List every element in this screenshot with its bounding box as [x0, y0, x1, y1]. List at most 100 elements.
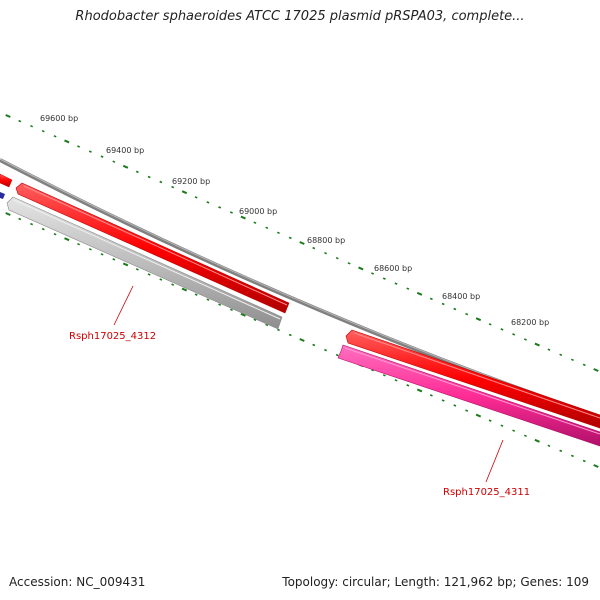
- minor-tick: [77, 242, 81, 246]
- minor-tick: [312, 246, 316, 250]
- minor-tick: [465, 409, 469, 412]
- plasmid-backbone: [0, 158, 600, 419]
- minor-tick: [288, 333, 292, 337]
- scale-label: 68200 bp: [511, 318, 549, 327]
- minor-tick: [171, 283, 175, 286]
- minor-tick: [159, 180, 163, 184]
- gene-label-leader: [113, 285, 134, 326]
- major-tick: [122, 164, 129, 169]
- minor-tick: [265, 226, 269, 230]
- minor-tick: [229, 211, 233, 214]
- minor-tick: [77, 145, 81, 148]
- scale-label: 69200 bp: [172, 177, 210, 186]
- major-tick: [475, 413, 482, 418]
- major-tick: [181, 287, 188, 292]
- minor-tick: [276, 328, 280, 332]
- minor-tick: [312, 343, 316, 347]
- accession-text: Accession: NC_009431: [9, 575, 146, 589]
- major-tick: [5, 212, 11, 216]
- minor-tick: [382, 277, 386, 280]
- minor-tick: [100, 155, 104, 158]
- outer-scale-ticks: [5, 114, 599, 372]
- scale-label: 69000 bp: [239, 207, 277, 216]
- minor-tick: [324, 251, 328, 255]
- minor-tick: [512, 333, 516, 336]
- minor-tick: [171, 185, 175, 189]
- major-tick: [240, 215, 246, 220]
- major-tick: [181, 190, 188, 195]
- minor-tick: [371, 272, 375, 275]
- gene-rsph17025-4311[interactable]: [337, 344, 600, 447]
- scale-label: 69600 bp: [40, 114, 78, 123]
- major-tick: [64, 139, 70, 144]
- minor-tick: [194, 196, 198, 199]
- minor-tick: [347, 262, 351, 265]
- minor-tick: [147, 175, 151, 179]
- minor-tick: [465, 312, 469, 316]
- minor-tick: [335, 256, 339, 260]
- minor-tick: [559, 353, 563, 357]
- minor-tick: [429, 394, 433, 397]
- gene-label-rsph17025-4312[interactable]: Rsph17025_4312: [69, 331, 156, 342]
- major-tick: [5, 114, 11, 118]
- minor-tick: [18, 119, 22, 123]
- minor-tick: [382, 374, 386, 377]
- gene-label-rsph17025-4311[interactable]: Rsph17025_4311: [443, 487, 530, 498]
- minor-tick: [100, 253, 104, 256]
- minor-tick: [41, 227, 45, 231]
- major-tick: [358, 266, 364, 271]
- minor-tick: [30, 124, 34, 128]
- scale-label: 69400 bp: [106, 146, 144, 155]
- minor-tick: [523, 434, 527, 438]
- minor-tick: [112, 160, 116, 163]
- minor-tick: [288, 236, 292, 240]
- minor-tick: [159, 278, 163, 281]
- minor-tick: [547, 444, 551, 448]
- minor-tick: [394, 379, 398, 382]
- gene-rsph17025-4312[interactable]: [6, 196, 283, 330]
- minor-tick: [30, 222, 34, 226]
- minor-tick: [206, 298, 210, 301]
- major-tick: [534, 438, 540, 443]
- minor-tick: [324, 348, 328, 352]
- minor-tick: [570, 358, 574, 362]
- major-tick: [593, 368, 599, 372]
- minor-tick: [194, 293, 198, 296]
- genome-summary-text: Topology: circular; Length: 121,962 bp; …: [282, 575, 589, 589]
- minor-tick: [570, 454, 574, 458]
- minor-tick: [41, 129, 45, 133]
- minor-tick: [500, 424, 504, 427]
- scale-label: 68600 bp: [374, 264, 412, 273]
- map-title: Rhodobacter sphaeroides ATCC 17025 plasm…: [75, 9, 525, 24]
- minor-tick: [406, 384, 410, 387]
- minor-tick: [500, 328, 504, 331]
- minor-tick: [406, 287, 410, 290]
- gene-partial-reverse[interactable]: [0, 192, 5, 199]
- major-tick: [416, 388, 423, 393]
- gene-forward-1[interactable]: [15, 182, 290, 314]
- major-tick: [299, 338, 305, 342]
- minor-tick: [441, 302, 445, 306]
- minor-tick: [218, 206, 222, 209]
- major-tick: [240, 312, 246, 317]
- minor-tick: [394, 282, 398, 285]
- minor-tick: [523, 338, 527, 341]
- scale-label: 68400 bp: [442, 292, 480, 301]
- minor-tick: [229, 308, 233, 312]
- minor-tick: [453, 307, 457, 311]
- minor-tick: [559, 449, 563, 453]
- minor-tick: [547, 348, 551, 351]
- minor-tick: [265, 323, 269, 327]
- gene-partial-forward[interactable]: [0, 173, 13, 188]
- minor-tick: [135, 170, 139, 174]
- major-tick: [416, 291, 423, 296]
- minor-tick: [206, 201, 210, 204]
- gene-forward-2[interactable]: [345, 329, 600, 429]
- minor-tick: [147, 273, 151, 276]
- minor-tick: [135, 268, 139, 271]
- major-tick: [475, 317, 482, 322]
- backbone-highlight: [0, 158, 600, 417]
- minor-tick: [253, 221, 257, 224]
- minor-tick: [453, 404, 457, 407]
